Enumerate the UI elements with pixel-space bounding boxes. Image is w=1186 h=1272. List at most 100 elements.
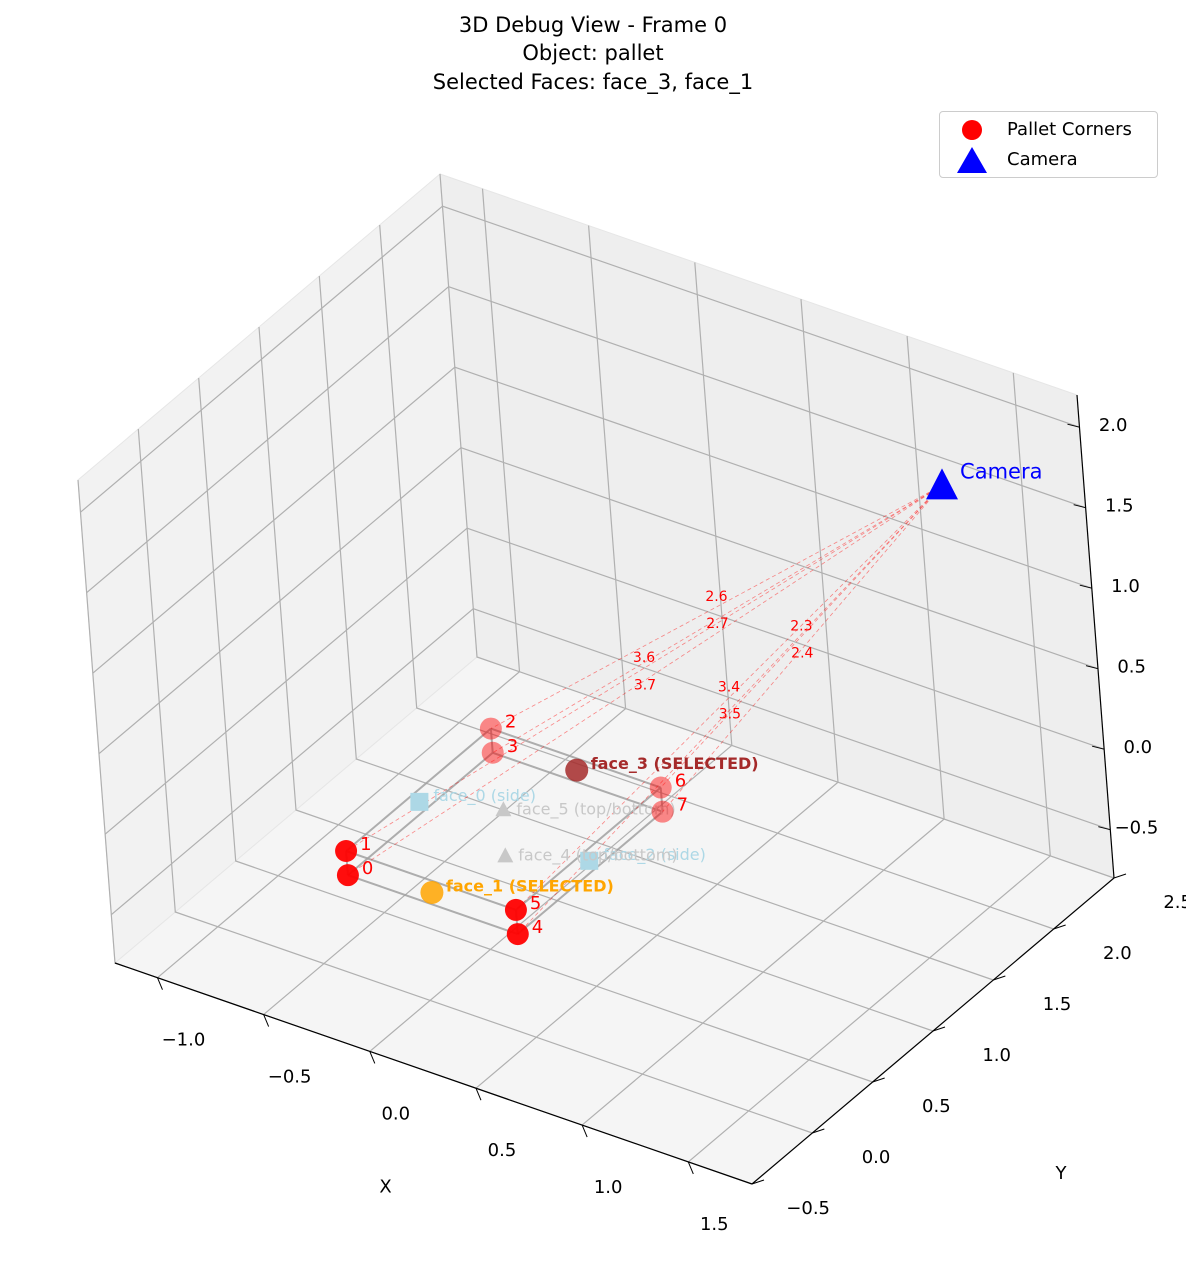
face-marker-selected [420,881,444,905]
y-tick [1113,873,1127,879]
x-tick-label: −1.0 [162,1030,206,1051]
x-tick-label: 0.0 [381,1103,410,1124]
legend-item-camera: Camera [940,146,1159,174]
gridline-y [379,224,1054,930]
x-tick-label: 0.5 [488,1140,517,1161]
x-axis-line [114,962,753,1185]
gridline-z [104,527,1105,835]
face-marker-selected [565,758,589,782]
z-tick [1098,826,1111,831]
y-tick-label: 2.0 [1103,943,1132,964]
pallet-corner-label: 5 [530,893,541,914]
z-tick [1085,665,1099,670]
y-tick [751,1179,765,1185]
y-tick-label: 1.5 [1043,994,1072,1015]
x-tick [369,1051,376,1064]
legend: Pallet Corners Camera [939,111,1158,178]
pallet-corner-marker [481,741,504,764]
pallet-corner-marker [649,776,672,799]
pallet-corner-label: 3 [507,736,518,757]
pallet-corner-label: 7 [677,795,688,816]
gridline-y [258,326,934,1032]
pallet-corner-label: 6 [675,771,686,792]
pallet-corner-label: 2 [505,712,516,733]
x-tick [157,977,163,990]
face-marker-topbottom [495,801,512,817]
z-tick [1092,745,1105,750]
face-label: face_5 (top/bottom) [516,799,675,819]
pallet-corner-marker [651,800,674,823]
pallet-corner-marker [506,923,529,946]
camera-ray [660,485,943,788]
ray-distance-label: 3.5 [719,707,741,723]
z-tick-label: 2.0 [1099,415,1128,436]
gridline-y [137,428,813,1134]
gridline-z [80,205,1080,513]
y-tick-label: 0.5 [922,1096,951,1117]
camera-ray [515,485,943,911]
gridline-z [92,366,1092,674]
face-label: face_0 (side) [433,786,536,806]
ray-distance-label: 3.7 [634,677,656,693]
x-tick [475,1088,482,1101]
gridline-y [439,173,1115,879]
z-tick-label: 1.5 [1105,496,1134,517]
pallet-corner-label: 0 [362,858,373,879]
pallet-corner-marker [504,898,527,921]
triangle-marker-icon [957,147,987,173]
z-tick [1079,584,1092,589]
pallet-edge [492,751,663,813]
gridline-z [86,286,1086,594]
ray-distance-label: 2.7 [706,616,728,632]
face-marker-topbottom [497,847,514,863]
face-label: face_1 (SELECTED) [446,877,614,896]
chart-title-line-2: Object: pallet [522,41,664,65]
ray-distance-label: 2.6 [705,589,727,605]
gridline-z [98,447,1099,755]
x-tick [581,1124,588,1138]
y-tick-label: 1.0 [982,1045,1011,1066]
x-tick-label: 1.5 [700,1214,729,1235]
z-tick-label: 0.0 [1123,737,1152,758]
y-tick [872,1077,885,1083]
y-tick-label: −0.5 [786,1198,830,1219]
pallet-edge [347,751,494,876]
camera-ray [490,485,943,729]
y-tick [993,975,1006,981]
x-tick [263,1014,270,1027]
ray-distance-label: 2.4 [791,646,813,662]
legend-label-corners: Pallet Corners [1007,119,1132,140]
y-tick-label: 2.5 [1163,892,1186,913]
y-tick [1053,924,1066,930]
pallet-corner-marker [335,840,358,862]
x-tick-label: 1.0 [594,1177,623,1198]
pallet-corner-label: 4 [532,917,543,938]
ray-distance-label: 2.3 [790,618,812,634]
pallet-edge [345,727,492,852]
face-label: face_3 (SELECTED) [591,754,759,773]
z-tick-label: −0.5 [1115,818,1159,839]
x-tick [687,1161,694,1175]
pallet-corner-label: 1 [360,834,371,855]
face-label: face_4 (top/bottom) [518,845,677,865]
pallet-edge [515,786,662,911]
ray-distance-label: 3.6 [633,650,655,666]
x-axis-label: X [379,1177,391,1198]
pallet-edge [347,874,519,936]
z-tick-label: 1.0 [1111,576,1140,597]
face-label: face_2 (side) [603,845,706,865]
chart-title-line-1: 3D Debug View - Frame 0 [458,13,728,37]
y-axis-label: Y [1055,1163,1068,1184]
y-tick [812,1128,825,1134]
legend-item-corners: Pallet Corners [940,116,1159,144]
pallet-edge [659,787,664,812]
y-tick-label: 0.0 [862,1147,891,1168]
chart-title-line-3: Selected Faces: face_3, face_1 [432,70,754,94]
pallet-corner-marker [479,717,502,740]
pallet-edge [489,728,494,753]
y-tick [932,1026,946,1032]
face-marker-side [410,792,429,811]
camera-ray [662,485,943,812]
